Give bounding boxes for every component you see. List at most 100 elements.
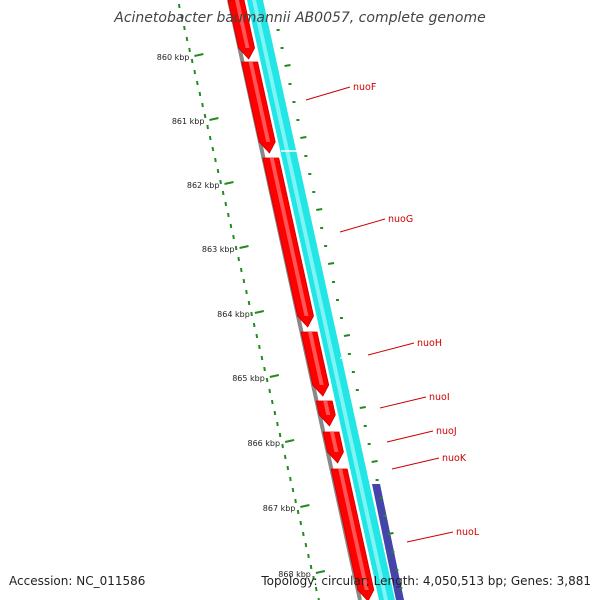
- gene-leader-line: [391, 457, 440, 470]
- map-title: Acinetobacter baumannii AB0057, complete…: [114, 10, 486, 26]
- guide-dot: [193, 69, 197, 75]
- gene-arrow-highlight: [269, 158, 309, 316]
- guide-dot: [185, 36, 189, 42]
- guide-dot: [309, 564, 313, 570]
- gene-labels: nuoF nuoG nuoH nuoI nuoJ nuoK nuoL: [305, 82, 480, 543]
- right-tick: [343, 334, 351, 337]
- guide-dot: [255, 333, 259, 339]
- guide-dot: [250, 311, 253, 317]
- guide-dot: [291, 487, 295, 493]
- gene-label-nuoI: nuoI: [429, 392, 450, 403]
- gene-arrow: [322, 431, 344, 464]
- scale-tick: [315, 570, 326, 574]
- guide-dot: [196, 80, 199, 86]
- dotted-guide-line: [177, 3, 320, 600]
- accession-text: Accession: NC_011586: [9, 574, 146, 588]
- guide-dot: [216, 168, 220, 174]
- guide-dot: [211, 146, 215, 152]
- guide-dot: [299, 520, 303, 526]
- scale-label: 862 kbp: [187, 181, 220, 190]
- cds-track-highlight: [252, 0, 388, 600]
- right-tick: [371, 460, 378, 463]
- gene-label-nuoK: nuoK: [442, 453, 467, 464]
- gene-leader-line: [305, 86, 351, 101]
- scale-tick: [209, 117, 219, 121]
- guide-dot: [208, 135, 212, 141]
- guide-dot: [221, 190, 225, 196]
- guide-dot: [180, 14, 184, 20]
- right-tick: [284, 64, 291, 67]
- guide-dot: [203, 113, 207, 119]
- guide-dot: [247, 300, 251, 306]
- scale-tick: [300, 504, 310, 508]
- gene-label-nuoJ: nuoJ: [436, 426, 457, 437]
- guide-dot: [245, 289, 248, 295]
- guide-dot: [252, 322, 256, 328]
- guide-dot: [237, 256, 240, 262]
- gene-arrow: [315, 400, 336, 427]
- scale-label: 868 kbp: [278, 570, 311, 579]
- right-tick: [387, 532, 394, 535]
- guide-dot: [289, 476, 292, 482]
- guide-dot: [198, 91, 202, 97]
- guide-dot: [276, 421, 279, 427]
- guide-dot: [234, 245, 238, 251]
- scale-label: 860 kbp: [157, 53, 190, 62]
- guide-dot: [258, 344, 261, 350]
- gene-arrow-highlight: [248, 62, 271, 142]
- right-tick: [327, 262, 335, 265]
- gene-arrows: [227, 0, 375, 600]
- scale-tick: [239, 245, 249, 249]
- gene-arrow-highlight: [308, 332, 324, 385]
- right-tick-marks: [276, 29, 403, 589]
- guide-dot: [177, 3, 181, 9]
- gene-label-nuoH: nuoH: [417, 338, 442, 349]
- guide-dot: [263, 366, 266, 372]
- guide-dot: [188, 47, 191, 53]
- scale-tick: [284, 439, 295, 443]
- guide-dot: [219, 179, 222, 185]
- genome-summary-text: Topology: circular; Length: 4,050,513 bp…: [261, 574, 591, 588]
- guide-dot: [281, 443, 284, 449]
- right-tick: [359, 406, 366, 409]
- guide-dot: [229, 223, 233, 229]
- guide-dot: [201, 102, 204, 108]
- guide-dot: [314, 586, 318, 592]
- scale-label: 866 kbp: [247, 439, 280, 448]
- guide-dot: [224, 201, 228, 207]
- gene-leader-line: [386, 430, 434, 443]
- scale-label: 867 kbp: [263, 504, 296, 513]
- guide-dot: [183, 25, 186, 31]
- guide-dot: [296, 509, 300, 515]
- scale-label: 864 kbp: [217, 310, 250, 319]
- guide-dot: [190, 58, 194, 64]
- guide-dot: [317, 597, 320, 600]
- guide-dot: [260, 355, 264, 361]
- guide-dot: [278, 432, 282, 438]
- guide-dot: [268, 388, 272, 394]
- guide-dot: [273, 410, 277, 416]
- scale-ticks: 860 kbp 861 kbp 862 kbp 863 kbp 864 kbp 865 k…: [157, 53, 326, 579]
- guide-dot: [283, 454, 287, 460]
- gene-label-nuoG: nuoG: [388, 214, 413, 225]
- gene-leader-line: [367, 342, 415, 356]
- guide-dot: [265, 377, 269, 383]
- guide-dot: [232, 234, 235, 240]
- guide-dot: [239, 267, 243, 273]
- gene-label-nuoL: nuoL: [456, 527, 480, 538]
- right-tick: [316, 208, 323, 211]
- guide-dot: [242, 278, 246, 284]
- scale-tick: [224, 181, 234, 185]
- scale-label: 861 kbp: [172, 117, 205, 126]
- guide-dot: [294, 498, 297, 504]
- guide-dot: [286, 465, 290, 471]
- guide-dot: [206, 124, 209, 130]
- gene-arrow-highlight: [330, 432, 339, 452]
- guide-dot: [307, 553, 310, 559]
- scale-tick: [194, 53, 204, 57]
- gene-arrow-highlight: [235, 0, 250, 48]
- scale-tick: [269, 374, 280, 378]
- guide-dot: [271, 399, 274, 405]
- gene-leader-line: [406, 531, 454, 543]
- guide-dot: [302, 531, 305, 537]
